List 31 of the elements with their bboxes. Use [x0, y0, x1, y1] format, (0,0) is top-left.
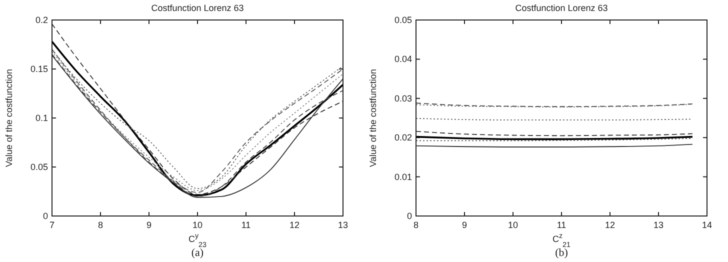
y-tick-label: 0.05 [394, 15, 412, 25]
x-tick-label: 8 [98, 220, 104, 230]
x-tick-label: 10 [192, 220, 203, 230]
text: (b) [555, 247, 568, 259]
x-tick-label: 9 [146, 220, 152, 230]
x-tick-label: 13 [653, 220, 664, 230]
y-axis-title: Value of the costfunction [368, 69, 378, 167]
y-axis-title: Value of the costfunction [4, 69, 14, 167]
x-tick-label: 12 [604, 220, 616, 230]
y-tick-label: 0.04 [394, 54, 412, 64]
chart-title: Costfunction Lorenz 63 [151, 3, 244, 13]
chart-title: Costfunction Lorenz 63 [515, 3, 608, 13]
y-tick-label: 0.1 [35, 113, 48, 123]
x-tick-label: 10 [508, 220, 518, 230]
y-tick-label: 0.02 [394, 132, 412, 143]
x-tick-label: 12 [289, 220, 300, 230]
y-tick-label: 0.01 [394, 172, 412, 182]
text: (a) [191, 247, 204, 259]
y-tick-label: 0.2 [35, 15, 48, 25]
y-tick-label: 0.15 [30, 64, 48, 74]
x-tick-label: 11 [241, 220, 251, 230]
y-tick-label: 0 [406, 211, 412, 221]
y-tick-label: 0 [42, 211, 48, 221]
x-tick-label: 9 [462, 220, 468, 230]
x-tick-label: 7 [49, 220, 55, 230]
y-tick-label: 0.03 [394, 93, 412, 104]
x-tick-label: 11 [556, 220, 566, 230]
x-tick-label: 8 [413, 220, 419, 230]
x-tick-label: 13 [338, 220, 348, 230]
x-tick-label: 14 [702, 220, 712, 230]
y-tick-label: 0.05 [30, 162, 48, 172]
